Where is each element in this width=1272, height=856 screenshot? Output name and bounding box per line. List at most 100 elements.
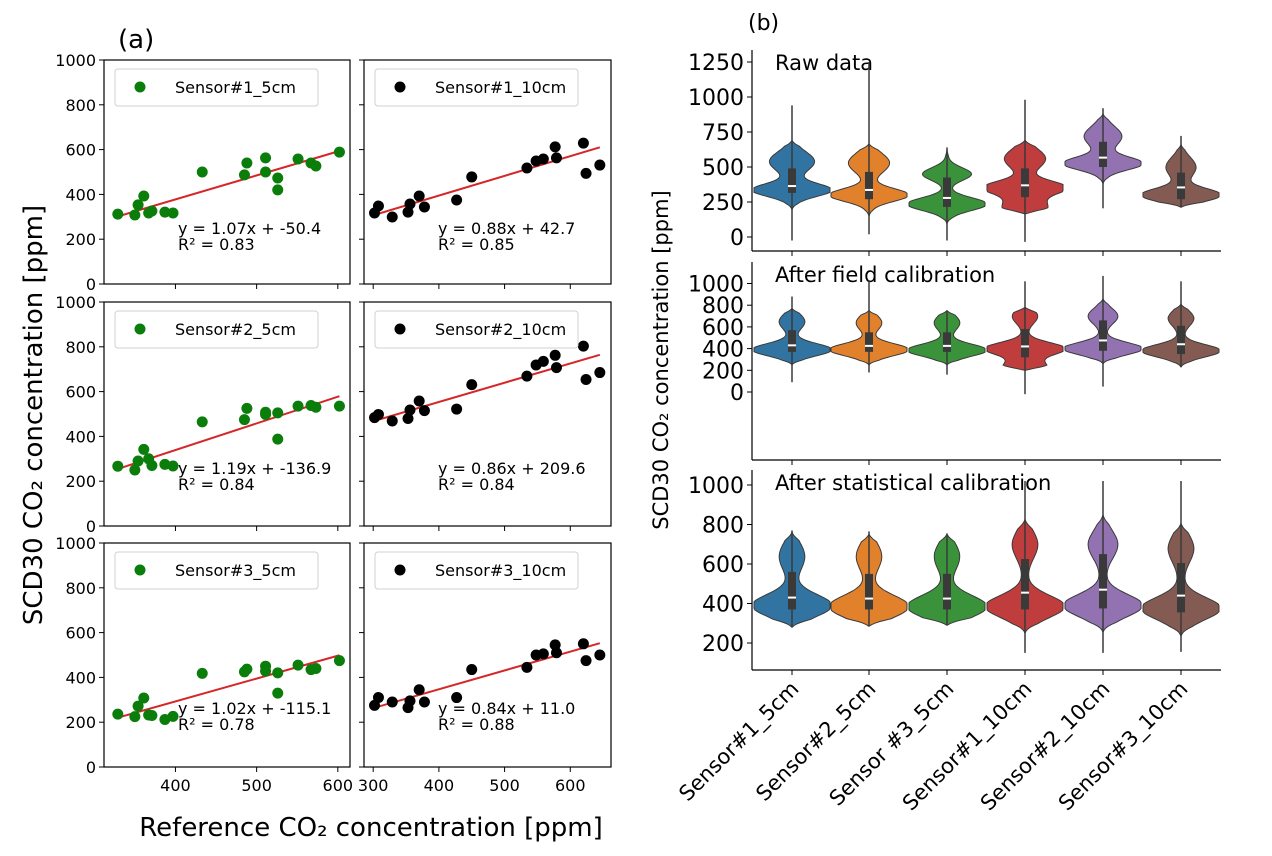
legend-box <box>374 551 579 590</box>
legend-marker <box>134 564 146 576</box>
violin-subplot-raw-data: 0 250 500 750 1000 1250 Raw data <box>688 50 1221 256</box>
violin-sensor-1-5cm <box>753 296 831 383</box>
data-point <box>112 460 124 472</box>
violin-sensor-3-10cm <box>1142 281 1220 368</box>
data-point <box>594 159 606 171</box>
subplot-title: Raw data <box>775 51 873 75</box>
data-point <box>537 648 549 660</box>
data-point <box>594 649 606 661</box>
data-point <box>260 166 272 178</box>
data-point <box>272 172 284 184</box>
violin-sensor-3-10cm <box>1142 135 1220 208</box>
y-tick-label: 1000 <box>688 474 744 499</box>
y-tick-label: 0 <box>730 381 744 406</box>
data-point <box>196 667 208 679</box>
legend-marker <box>394 564 406 576</box>
y-tick-label: 0 <box>86 275 96 294</box>
data-point <box>138 190 150 202</box>
violin-sensor-1-10cm <box>986 481 1064 653</box>
violin-iqr-box <box>1021 168 1029 198</box>
y-tick-label: 800 <box>702 514 744 539</box>
data-point <box>238 414 250 426</box>
data-point <box>241 663 253 675</box>
y-tick-label: 200 <box>702 359 744 384</box>
y-tick-label: 0 <box>730 226 744 251</box>
data-point <box>418 201 430 213</box>
x-tick-label: 500 <box>241 776 272 795</box>
data-point <box>594 367 606 379</box>
data-point <box>386 696 398 708</box>
data-point <box>272 407 284 419</box>
data-point <box>260 665 272 677</box>
data-point <box>310 401 322 413</box>
data-point <box>537 355 549 367</box>
data-point <box>112 208 124 220</box>
data-point <box>167 710 179 722</box>
violin-sensor-2-5cm <box>830 62 908 235</box>
r-squared-label: R² = 0.83 <box>178 235 255 254</box>
data-point <box>386 211 398 223</box>
data-point <box>238 169 250 181</box>
data-point <box>333 655 345 667</box>
legend-box <box>114 551 319 590</box>
y-tick-label: 400 <box>65 668 96 687</box>
violin-iqr-box <box>1099 141 1107 167</box>
data-point <box>537 153 549 165</box>
x-category-label: Sensor#2_10cm <box>976 677 1115 816</box>
data-point <box>167 207 179 219</box>
legend-box <box>114 310 319 349</box>
data-point <box>129 209 141 221</box>
data-point <box>292 659 304 671</box>
r-squared-label: R² = 0.84 <box>178 475 255 494</box>
violin-iqr-box <box>1177 325 1185 355</box>
y-tick-label: 400 <box>65 427 96 446</box>
data-point <box>521 370 533 382</box>
y-tick-label: 800 <box>65 338 96 357</box>
regression-equation: y = 1.19x + -136.9 <box>178 459 331 478</box>
data-point <box>196 166 208 178</box>
data-point <box>580 655 592 667</box>
data-point <box>577 638 589 650</box>
data-point <box>550 647 562 659</box>
x-tick-label: 600 <box>323 776 354 795</box>
data-point <box>404 695 416 707</box>
violin-sensor-3-5cm <box>908 310 986 375</box>
violin-iqr-box <box>1177 563 1185 613</box>
data-point <box>241 402 253 414</box>
legend-marker <box>394 81 406 93</box>
violin-iqr-box <box>865 332 873 352</box>
violin-sensor-1-5cm <box>753 105 831 241</box>
x-tick-label: 400 <box>160 776 191 795</box>
violin-sensor-3-10cm <box>1142 481 1220 652</box>
violin-iqr-box <box>865 573 873 610</box>
data-point <box>138 443 150 455</box>
axes-frame <box>103 542 351 768</box>
data-point <box>138 692 150 704</box>
data-point <box>451 692 463 704</box>
data-point <box>580 374 592 386</box>
y-tick-label: 1000 <box>55 51 96 70</box>
y-tick-label: 600 <box>702 316 744 341</box>
data-point <box>549 349 561 361</box>
data-point <box>260 408 272 420</box>
axes-frame <box>363 542 612 768</box>
violin-iqr-box <box>1021 559 1029 610</box>
data-point <box>413 395 425 407</box>
legend-label: Sensor#2_10cm <box>435 320 566 340</box>
legend-box <box>114 68 319 107</box>
axes-frame <box>103 301 351 527</box>
data-point <box>159 206 171 218</box>
panel-a-y-axis-label: SCD30 CO₂ concentration [ppm] <box>19 205 49 625</box>
data-point <box>132 199 144 211</box>
y-tick-label: 250 <box>702 191 744 216</box>
violin-iqr-box <box>1177 172 1185 200</box>
x-tick-label: 400 <box>424 776 455 795</box>
data-point <box>550 362 562 374</box>
y-tick-label: 600 <box>65 141 96 160</box>
legend-label: Sensor#3_5cm <box>175 561 296 581</box>
legend-marker <box>134 323 146 335</box>
